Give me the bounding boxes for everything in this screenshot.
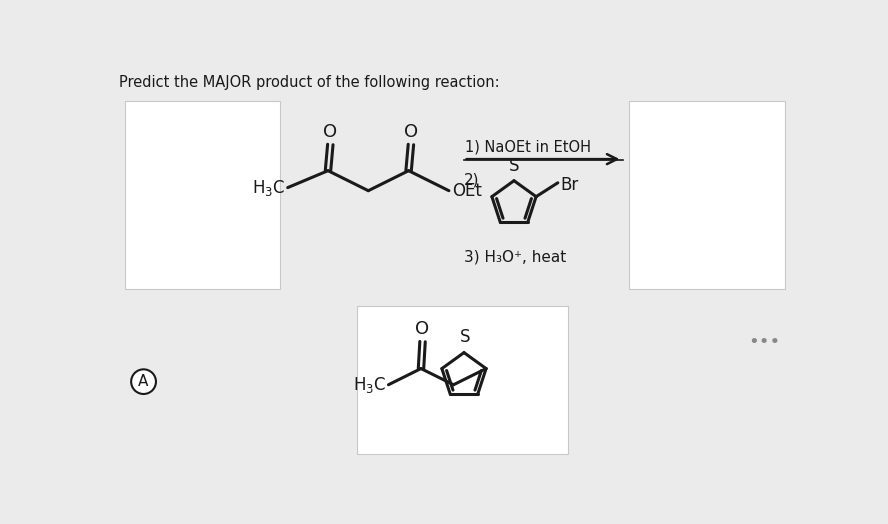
Text: S: S xyxy=(509,157,519,174)
Text: O: O xyxy=(416,320,430,338)
Text: •••: ••• xyxy=(749,333,781,352)
Bar xyxy=(358,306,568,454)
Text: H$_3$C: H$_3$C xyxy=(252,178,285,199)
Text: Predict the MAJOR product of the following reaction:: Predict the MAJOR product of the followi… xyxy=(119,75,499,90)
Text: O: O xyxy=(323,123,337,140)
Text: 1) NaOEt in EtOH: 1) NaOEt in EtOH xyxy=(465,139,591,155)
Text: H$_3$C: H$_3$C xyxy=(353,375,386,395)
Text: A: A xyxy=(139,374,148,389)
Bar xyxy=(629,101,785,289)
Circle shape xyxy=(131,369,156,394)
Text: Br: Br xyxy=(560,176,578,194)
Bar xyxy=(125,101,280,289)
Text: 3) H₃O⁺, heat: 3) H₃O⁺, heat xyxy=(464,250,566,265)
Text: S: S xyxy=(460,329,471,346)
Text: OEt: OEt xyxy=(452,182,482,201)
Text: 2): 2) xyxy=(464,173,480,188)
Text: O: O xyxy=(404,123,418,140)
